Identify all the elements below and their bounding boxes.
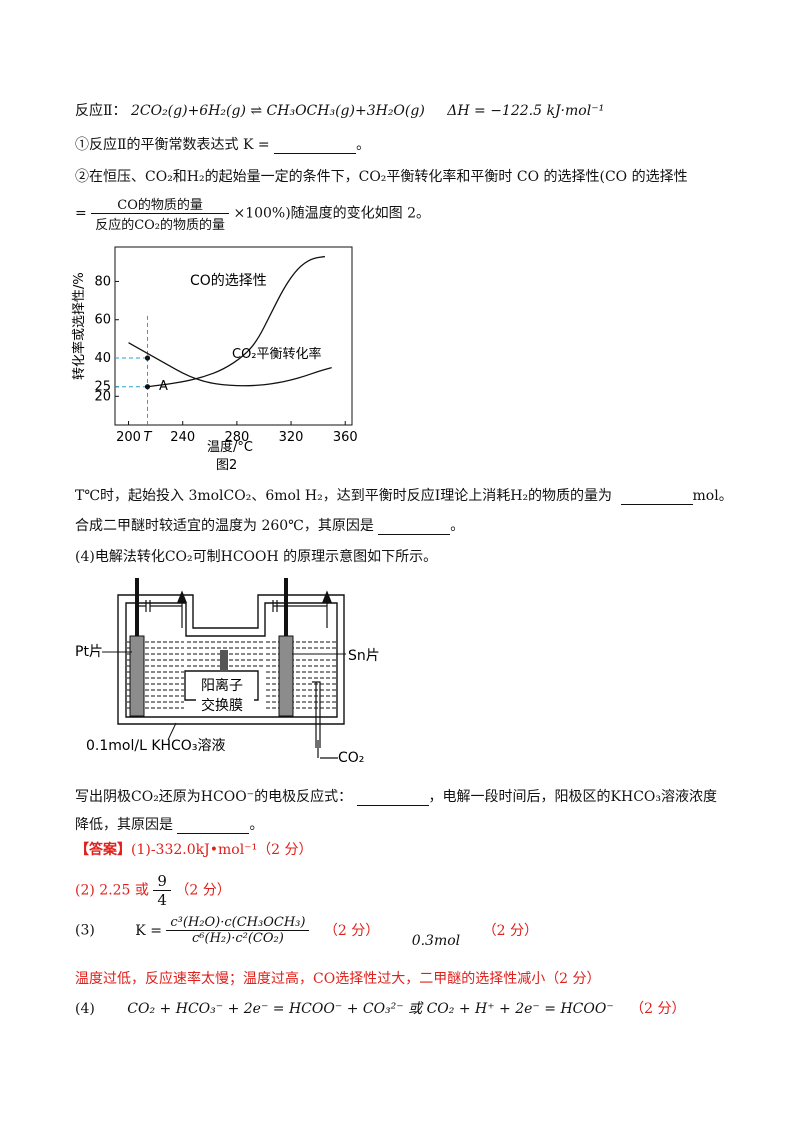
co2-conversion-curve	[128, 342, 332, 387]
fraction-numerator: 9	[153, 872, 171, 891]
membrane-box	[184, 670, 259, 701]
question-4-intro: (4)电解法转化CO₂可制HCOOH 的原理示意图如下所示。	[75, 549, 438, 565]
reaction-2-equation: 2CO₂(g)+6H₂(g) ⇌ CH₃OCH₃(g)+3H₂O(g)	[130, 103, 425, 119]
membrane-label-1: 阳离子	[201, 677, 243, 694]
point-a-label: A	[159, 379, 168, 394]
answer-1-line: 【答案】(1)-332.0kJ•mol⁻¹（2 分）	[75, 839, 313, 859]
solution-label: 0.1mol/L KHCO₃溶液	[86, 738, 225, 754]
question-3-line2: 合成二甲醚时较适宜的温度为 260℃，其原因是 。	[75, 515, 464, 535]
pt-electrode	[129, 635, 145, 717]
answer-tag: 【答案】	[75, 842, 131, 858]
x-axis-label: 温度/°C	[207, 439, 253, 455]
point-40	[144, 355, 151, 361]
question-5-end: 。	[249, 817, 264, 833]
answer-4-line: (4) CO₂ + HCO₃⁻ + 2e⁻ = HCOO⁻ + CO₃²⁻ 或 …	[75, 998, 686, 1018]
answer-3-moles: 0.3mol	[411, 932, 461, 949]
fraction-denominator: 4	[157, 891, 167, 909]
x-tick-label: T	[144, 430, 153, 445]
equilibrium-constant-fraction: c³(H₂O)·c(CH₃OCH₃) c⁶(H₂)·c²(CO₂)	[166, 915, 310, 946]
fraction-denominator: 反应的CO₂的物质的量	[95, 218, 226, 233]
sn-electrode	[278, 635, 294, 717]
fraction-numerator: CO的物质的量	[91, 194, 230, 214]
answer-blank	[620, 490, 693, 505]
reaction-2-enthalpy: ΔH = −122.5 kJ·mol⁻¹	[447, 103, 605, 119]
question-3-text: T℃时，起始投入 3molCO₂、6mol H₂，达到平衡时反应Ⅰ理论上消耗H₂…	[75, 488, 613, 504]
question-1-text: ①反应Ⅱ的平衡常数表达式 K =	[75, 137, 270, 153]
plot-frame	[114, 246, 353, 426]
y-tick-label: 40	[94, 351, 111, 366]
question-5-reason: 降低，其原因是	[75, 817, 173, 833]
y-axis-label: 转化率或选择性/%	[71, 272, 87, 380]
question-5-line2: 降低，其原因是 。	[75, 814, 263, 834]
answer-3-score: （2 分）	[323, 922, 380, 939]
ion-exchange-membrane	[220, 650, 228, 672]
co2-conversion-label: CO₂平衡转化率	[232, 346, 322, 362]
x-tick-label: 200	[116, 430, 141, 445]
co2-inlet-label: CO₂	[338, 750, 364, 766]
answer-1: (1)-332.0kJ•mol⁻¹（2 分）	[131, 842, 313, 858]
answer-3-label: (3)	[75, 922, 95, 939]
answer-2-score: （2 分）	[175, 882, 231, 899]
electrolysis-diagram: Pt片 Sn片 阳离子 交换膜 0.1mol/L KHCO₃溶液 CO₂	[75, 578, 380, 766]
reaction-2-prefix: 反应Ⅱ：	[75, 103, 127, 119]
pt-label: Pt片	[75, 644, 103, 660]
co-selectivity-curve	[147, 255, 326, 388]
vessel-outer	[117, 594, 345, 725]
question-3-line1: T℃时，起始投入 3molCO₂、6mol H₂，达到平衡时反应Ⅰ理论上消耗H₂…	[75, 485, 733, 505]
question-2-line1: ②在恒压、CO₂和H₂的起始量一定的条件下，CO₂平衡转化率和平衡时 CO 的选…	[75, 169, 688, 185]
answer-2: (2) 2.25 或	[75, 882, 149, 899]
answer-blank	[274, 139, 357, 154]
answer-4-label: (4)	[75, 1001, 95, 1017]
point-a	[144, 384, 151, 390]
answer-2-fraction: 9 4	[153, 872, 171, 909]
equals-sign: =	[75, 205, 87, 222]
co-selectivity-label: CO的选择性	[190, 273, 267, 289]
question-5-continue: ，电解一段时间后，阳极区的KHCO₃溶液浓度	[428, 789, 717, 805]
answer-4-score: （2 分）	[630, 1001, 686, 1017]
y-tick-label: 80	[94, 274, 111, 289]
answer-blank	[356, 791, 429, 806]
x-tick-label: 360	[333, 430, 358, 445]
reaction-2-line: 反应Ⅱ： 2CO₂(g)+6H₂(g) ⇌ CH₃OCH₃(g)+3H₂O(g)…	[75, 100, 604, 120]
figure-caption: 图2	[216, 458, 237, 473]
y-tick-label: 20	[94, 389, 111, 404]
question-1-line: ①反应Ⅱ的平衡常数表达式 K = 。	[75, 134, 370, 154]
question-3-reason: 合成二甲醚时较适宜的温度为 260℃，其原因是	[75, 518, 374, 534]
x-tick-label: 280	[224, 430, 249, 445]
answer-3c-line: 温度过低，反应速率太慢；温度过高，CO选择性过大，二甲醚的选择性减小（2 分）	[75, 971, 601, 987]
vessel-inner	[125, 602, 338, 718]
answer-blank	[177, 819, 250, 834]
answer-3b-score: （2 分）	[482, 922, 538, 939]
equilibrium-constant-k: K =	[135, 922, 162, 939]
y-tick-label: 25	[94, 380, 111, 395]
answer-4-equation: CO₂ + HCO₃⁻ + 2e⁻ = HCOO⁻ + CO₃²⁻ 或 CO₂ …	[127, 1001, 614, 1017]
answer-3-line: (3) K = c³(H₂O)·c(CH₃OCH₃) c⁶(H₂)·c²(CO₂…	[75, 915, 538, 949]
question-2-line2: = CO的物质的量 反应的CO₂的物质的量 ×100%)随温度的变化如图 2。	[75, 194, 430, 233]
y-tick-label: 60	[94, 313, 111, 328]
sn-label: Sn片	[348, 648, 380, 664]
question-5-line1: 写出阴极CO₂还原为HCOO⁻的电极反应式： ，电解一段时间后，阳极区的KHCO…	[75, 786, 717, 806]
x-tick-label: 320	[279, 430, 304, 445]
membrane-label-2: 交换膜	[201, 697, 243, 714]
question-2-tail: ×100%)随温度的变化如图 2。	[233, 205, 431, 222]
answer-2-line: (2) 2.25 或 9 4 （2 分）	[75, 872, 231, 909]
question-1-end: 。	[356, 137, 371, 153]
answer-blank	[378, 520, 451, 535]
question-3-end: 。	[450, 518, 465, 534]
fraction-numerator: c³(H₂O)·c(CH₃OCH₃)	[166, 915, 310, 931]
selectivity-fraction: CO的物质的量 反应的CO₂的物质的量	[91, 194, 230, 233]
x-tick-label: 240	[170, 430, 195, 445]
question-3-unit: mol。	[692, 488, 733, 504]
fraction-denominator: c⁶(H₂)·c²(CO₂)	[192, 931, 284, 946]
question-5-text: 写出阴极CO₂还原为HCOO⁻的电极反应式：	[75, 789, 353, 805]
